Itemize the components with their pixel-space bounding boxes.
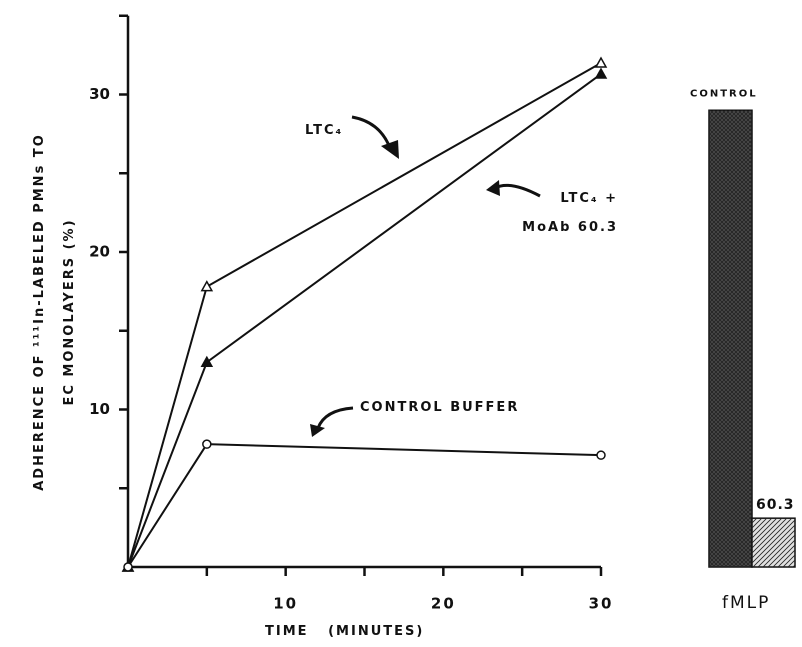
marker — [202, 439, 212, 449]
arrow-head — [310, 424, 325, 437]
series-line — [127, 62, 602, 568]
arrow-head — [486, 180, 500, 196]
arrows — [316, 115, 541, 429]
bar-x-label: fMLP — [722, 593, 771, 613]
bar-label: CONTROL — [690, 88, 758, 99]
bar-label: 60.3 — [756, 497, 795, 513]
x-tick-label: 20 — [431, 595, 456, 613]
x-axis-label: TIME (MINUTES) — [265, 624, 425, 639]
x-tick-label: 30 — [589, 595, 614, 613]
arrow-head — [381, 140, 399, 159]
marker — [596, 450, 606, 460]
arrow-heads — [310, 140, 500, 437]
marker — [123, 562, 133, 572]
bar-pattern — [752, 518, 795, 567]
series-line — [127, 443, 602, 568]
y-tick-label: 10 — [89, 400, 110, 418]
marker — [594, 56, 608, 68]
marker — [200, 280, 214, 292]
bar-pattern — [709, 110, 752, 567]
series-line — [127, 73, 602, 568]
arrow — [316, 406, 354, 429]
marker — [594, 67, 608, 79]
marker — [200, 355, 214, 367]
series-label: CONTROL BUFFER — [360, 400, 520, 415]
series-label: LTC₄ — [305, 123, 344, 138]
x-tick-label: 10 — [273, 595, 298, 613]
y-tick-label: 20 — [89, 243, 110, 261]
series-label: LTC₄ + MoAb 60.3 — [522, 191, 618, 235]
y-axis-label: ADHERENCE OF ¹¹¹In-LABELED PMNs TO EC MO… — [32, 133, 77, 491]
arrow — [351, 115, 392, 149]
y-tick-label: 30 — [89, 85, 110, 103]
